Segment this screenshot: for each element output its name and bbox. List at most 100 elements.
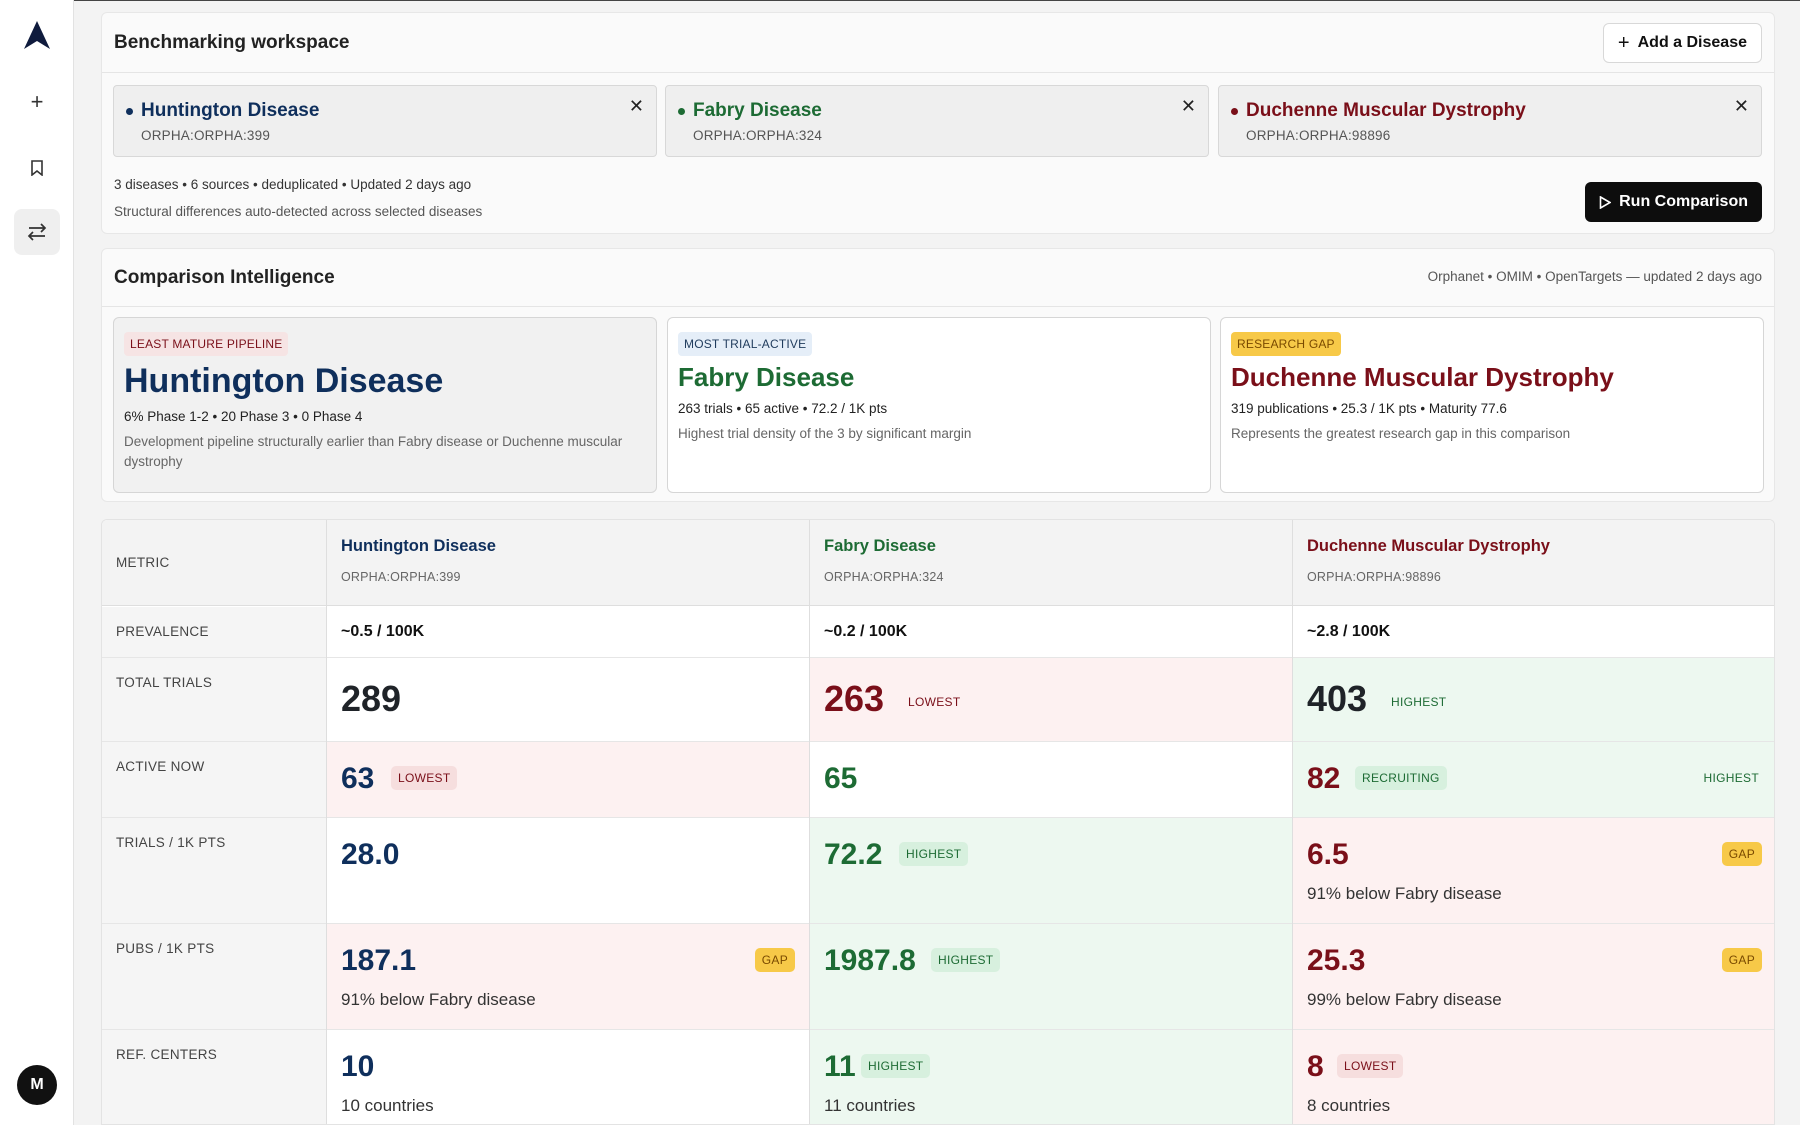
table-row-label: TOTAL TRIALS [102, 658, 326, 742]
table-cell: 1987.8 HIGHEST [809, 924, 1292, 1030]
highest-badge: HIGHEST [1703, 771, 1759, 785]
table-cell: 25.3 GAP 99% below Fabry disease [1292, 924, 1774, 1030]
highest-badge: HIGHEST [931, 948, 1001, 972]
insight-description: Highest trial density of the 3 by signif… [678, 426, 972, 441]
bookmark-icon[interactable] [14, 145, 60, 191]
column-code: ORPHA:ORPHA:324 [824, 570, 944, 584]
new-icon[interactable]: + [30, 89, 44, 114]
table-row-label: PUBS / 1K PTS [102, 924, 326, 1030]
column-header-duchenne[interactable]: Duchenne Muscular Dystrophy ORPHA:ORPHA:… [1292, 520, 1774, 606]
column-divider [1292, 520, 1293, 1124]
table-row-label: PREVALENCE [102, 607, 326, 658]
row-label: PUBS / 1K PTS [116, 941, 215, 956]
insight-title: Huntington Disease [124, 362, 444, 400]
column-name: Huntington Disease [341, 537, 496, 555]
cell-value: ~0.5 / 100K [341, 623, 425, 640]
status-dot-icon [678, 107, 685, 115]
add-disease-button[interactable]: + Add a Disease [1602, 23, 1762, 63]
chip-name: Fabry Disease [693, 100, 822, 121]
table-row-label: TRIALS / 1K PTS [102, 818, 326, 924]
metric-header: METRIC [116, 555, 170, 570]
insight-card-duchenne[interactable]: RESEARCH GAP Duchenne Muscular Dystrophy… [1220, 317, 1764, 493]
table-row-label: REF. CENTERS [102, 1030, 326, 1124]
gap-badge: GAP [754, 948, 795, 972]
cell-value: 11 [824, 1050, 856, 1083]
table-cell: 403 HIGHEST [1292, 658, 1774, 742]
table-cell: 10 10 countries [326, 1030, 809, 1124]
table-cell: 6.5 GAP 91% below Fabry disease [1292, 818, 1774, 924]
lowest-badge: LOWEST [1337, 1054, 1404, 1078]
table-cell: 187.1 GAP 91% below Fabry disease [326, 924, 809, 1030]
compare-icon[interactable] [14, 209, 60, 255]
cell-value: 1987.8 [824, 944, 916, 977]
cell-note: 91% below Fabry disease [1307, 884, 1502, 903]
run-comparison-button[interactable]: Run Comparison [1585, 182, 1762, 222]
row-label: REF. CENTERS [116, 1047, 218, 1062]
left-rail: + M [0, 0, 74, 1125]
run-comparison-label: Run Comparison [1619, 193, 1748, 210]
cell-value: 82 [1307, 762, 1341, 795]
play-icon [1599, 195, 1612, 209]
insight-card-huntington[interactable]: LEAST MATURE PIPELINE Huntington Disease… [113, 317, 657, 493]
status-dot-icon [126, 107, 133, 115]
cell-value: 25.3 [1307, 944, 1366, 977]
table-cell: 82 RECRUITING HIGHEST [1292, 742, 1774, 818]
chip-name: Duchenne Muscular Dystrophy [1246, 100, 1526, 121]
cell-value: 403 [1307, 678, 1368, 719]
intelligence-title: Comparison Intelligence [114, 266, 335, 288]
cell-value: 72.2 [824, 838, 883, 871]
cell-note: 11 countries [824, 1096, 916, 1115]
avatar[interactable]: M [17, 1065, 57, 1105]
column-divider [809, 520, 810, 1124]
cell-value: 289 [341, 678, 402, 719]
table-cell: ~0.5 / 100K [326, 607, 809, 658]
workspace-meta: 3 diseases • 6 sources • deduplicated • … [114, 177, 472, 192]
metric-header-cell: METRIC [102, 520, 326, 606]
insight-description: Development pipeline structurally earlie… [124, 434, 623, 469]
insight-badge: RESEARCH GAP [1231, 332, 1341, 356]
insight-stats: 6% Phase 1-2 • 20 Phase 3 • 0 Phase 4 [124, 409, 363, 424]
row-label: TRIALS / 1K PTS [116, 835, 226, 850]
column-header-fabry[interactable]: Fabry Disease ORPHA:ORPHA:324 [809, 520, 1292, 606]
chip-name: Huntington Disease [141, 100, 320, 121]
insight-title: Fabry Disease [678, 362, 855, 392]
highest-badge: HIGHEST [1391, 695, 1447, 709]
cell-value: 63 [341, 762, 375, 795]
insight-card-fabry[interactable]: MOST TRIAL-ACTIVE Fabry Disease 263 tria… [667, 317, 1211, 493]
highest-badge: HIGHEST [861, 1054, 931, 1078]
top-border [0, 0, 1800, 1]
lowest-badge: LOWEST [391, 766, 458, 790]
close-icon[interactable]: ✕ [1733, 96, 1749, 116]
column-code: ORPHA:ORPHA:98896 [1307, 570, 1442, 584]
cell-value: 263 [824, 678, 885, 719]
comparison-intelligence: Comparison Intelligence Orphanet • OMIM … [101, 248, 1775, 502]
table-cell: 63 LOWEST [326, 742, 809, 818]
disease-chip-fabry[interactable]: Fabry Disease ORPHA:ORPHA:324 ✕ [665, 85, 1209, 157]
comparison-table: METRIC Huntington Disease ORPHA:ORPHA:39… [101, 519, 1775, 1125]
disease-chip-duchenne[interactable]: Duchenne Muscular Dystrophy ORPHA:ORPHA:… [1218, 85, 1762, 157]
gap-badge: GAP [1721, 948, 1762, 972]
table-cell: 289 [326, 658, 809, 742]
benchmarking-workspace: Benchmarking workspace + Add a Disease H… [101, 12, 1775, 234]
close-icon[interactable]: ✕ [1180, 96, 1196, 116]
cell-value: 65 [824, 762, 858, 795]
insight-stats: 319 publications • 25.3 / 1K pts • Matur… [1231, 401, 1507, 416]
column-header-huntington[interactable]: Huntington Disease ORPHA:ORPHA:399 [326, 520, 809, 606]
disease-chip-huntington[interactable]: Huntington Disease ORPHA:ORPHA:399 ✕ [113, 85, 657, 157]
logo-icon[interactable] [21, 19, 53, 51]
intelligence-sources: Orphanet • OMIM • OpenTargets — updated … [1427, 269, 1762, 284]
insight-title: Duchenne Muscular Dystrophy [1231, 362, 1614, 392]
cell-value: ~0.2 / 100K [824, 623, 908, 640]
table-cell: ~2.8 / 100K [1292, 607, 1774, 658]
insight-stats: 263 trials • 65 active • 72.2 / 1K pts [678, 401, 888, 416]
cell-value: 10 [341, 1050, 375, 1083]
close-icon[interactable]: ✕ [628, 96, 644, 116]
status-dot-icon [1231, 107, 1238, 115]
table-cell: 11 HIGHEST 11 countries [809, 1030, 1292, 1124]
table-cell: 263 LOWEST [809, 658, 1292, 742]
workspace-header: Benchmarking workspace + Add a Disease [102, 13, 1774, 73]
lowest-badge: LOWEST [908, 695, 961, 709]
table-cell: 72.2 HIGHEST [809, 818, 1292, 924]
chip-code: ORPHA:ORPHA:399 [141, 128, 271, 143]
row-label: TOTAL TRIALS [116, 675, 213, 690]
